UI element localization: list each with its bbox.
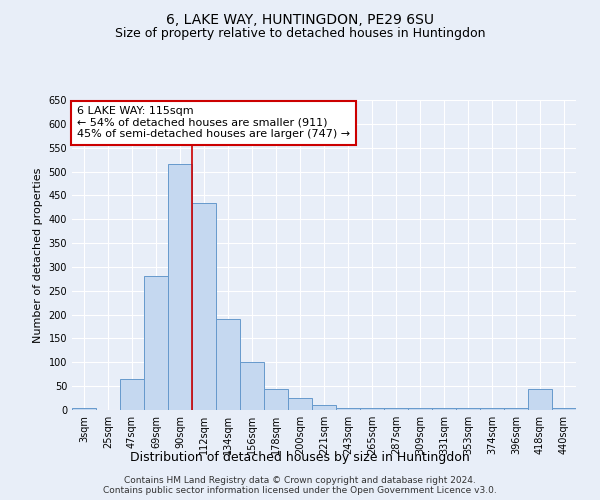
Bar [384,408,408,410]
Bar [360,408,384,410]
Bar [288,398,312,410]
Bar [168,164,192,410]
Bar [408,408,432,410]
Bar [72,408,96,410]
Bar [192,202,216,410]
Bar [144,276,168,410]
Bar [504,408,528,410]
Text: 6 LAKE WAY: 115sqm
← 54% of detached houses are smaller (911)
45% of semi-detach: 6 LAKE WAY: 115sqm ← 54% of detached hou… [77,106,350,140]
Text: Contains HM Land Registry data © Crown copyright and database right 2024.
Contai: Contains HM Land Registry data © Crown c… [103,476,497,495]
Text: 6, LAKE WAY, HUNTINGDON, PE29 6SU: 6, LAKE WAY, HUNTINGDON, PE29 6SU [166,12,434,26]
Bar [240,362,264,410]
Bar [456,408,480,410]
Text: Size of property relative to detached houses in Huntingdon: Size of property relative to detached ho… [115,28,485,40]
Bar [312,405,336,410]
Y-axis label: Number of detached properties: Number of detached properties [33,168,43,342]
Bar [120,379,144,410]
Bar [528,388,552,410]
Bar [216,320,240,410]
Bar [480,408,504,410]
Text: Distribution of detached houses by size in Huntingdon: Distribution of detached houses by size … [130,451,470,464]
Bar [552,408,576,410]
Bar [264,388,288,410]
Bar [336,408,360,410]
Bar [432,408,456,410]
